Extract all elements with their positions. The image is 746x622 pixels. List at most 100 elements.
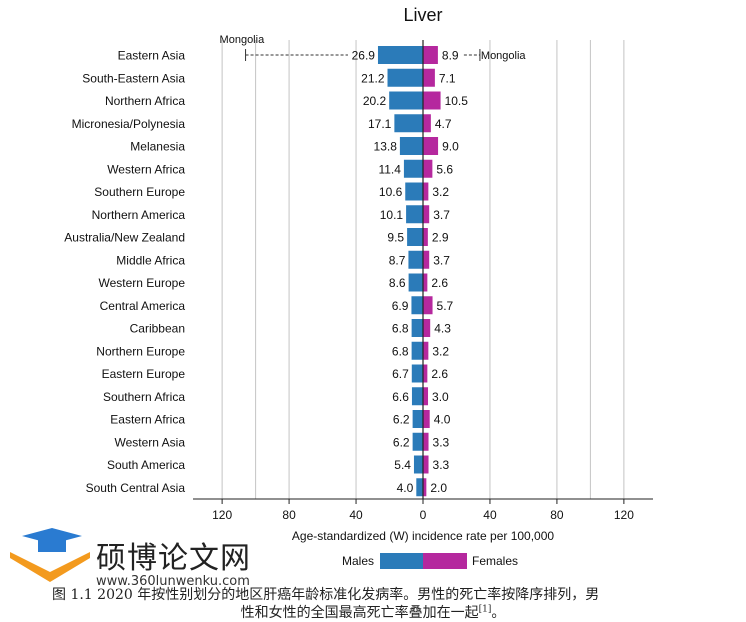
category-label: Southern Africa bbox=[103, 390, 185, 404]
bar-males bbox=[411, 387, 423, 406]
value-label-females: 5.6 bbox=[436, 162, 453, 176]
watermark-url: www.360lunwenku.com bbox=[96, 574, 250, 589]
value-label-females: 7.1 bbox=[439, 71, 456, 85]
value-label-females: 3.7 bbox=[433, 208, 450, 222]
category-label: Australia/New Zealand bbox=[64, 231, 185, 245]
bar-females bbox=[423, 478, 427, 497]
category-label: Northern America bbox=[92, 208, 186, 222]
value-label-males: 8.6 bbox=[389, 276, 406, 290]
value-label-males: 6.7 bbox=[392, 367, 409, 381]
bar-females bbox=[423, 319, 431, 337]
annotation-label-males: Mongolia bbox=[220, 34, 266, 46]
value-label-males: 6.6 bbox=[392, 390, 409, 404]
bar-females bbox=[423, 182, 429, 201]
bar-females bbox=[423, 296, 433, 315]
bar-females bbox=[423, 432, 429, 451]
bar-females bbox=[423, 114, 431, 133]
value-label-males: 6.2 bbox=[393, 435, 410, 449]
bar-males bbox=[377, 46, 423, 64]
legend-label-females: Females bbox=[472, 554, 518, 568]
value-label-males: 5.4 bbox=[394, 458, 411, 472]
watermark-site-name: 硕博论文网 bbox=[96, 541, 251, 576]
bar-males bbox=[411, 319, 423, 337]
category-label: Central America bbox=[100, 299, 186, 313]
value-label-males: 20.2 bbox=[363, 94, 387, 108]
site-logo-graphic bbox=[10, 528, 90, 582]
category-label: Western Asia bbox=[115, 435, 186, 449]
bar-females bbox=[423, 228, 428, 246]
bar-males bbox=[411, 364, 423, 383]
category-label: Caribbean bbox=[130, 322, 185, 336]
value-label-males: 26.9 bbox=[352, 49, 376, 63]
value-label-females: 3.3 bbox=[433, 435, 450, 449]
category-label: Melanesia bbox=[130, 140, 185, 154]
legend-swatch-males bbox=[380, 553, 423, 569]
bar-females bbox=[423, 205, 430, 224]
legend-swatch-females bbox=[423, 553, 467, 569]
figure-caption-line2: 性和女性的全国最高死亡率叠加在一起[1]。 bbox=[0, 602, 746, 622]
category-label: South Central Asia bbox=[86, 481, 186, 495]
value-label-females: 3.2 bbox=[432, 344, 449, 358]
bar-males bbox=[412, 432, 423, 451]
category-label: Northern Africa bbox=[105, 94, 185, 108]
liver-incidence-chart: Liver Eastern Asia South-Eastern Asia Nort… bbox=[64, 5, 653, 569]
value-label-females: 2.9 bbox=[432, 231, 449, 245]
value-label-females: 4.0 bbox=[434, 413, 451, 427]
bar-females bbox=[423, 46, 438, 64]
caption-reference: [1] bbox=[478, 604, 492, 615]
legend: Males Females bbox=[342, 553, 518, 569]
x-tick-label: 80 bbox=[550, 508, 564, 522]
bar-females bbox=[423, 387, 429, 406]
bar-males bbox=[387, 68, 423, 87]
bar-males bbox=[412, 410, 423, 428]
bar-males bbox=[411, 341, 423, 360]
x-tick-label: 40 bbox=[483, 508, 497, 522]
bar-males bbox=[389, 91, 423, 110]
value-label-females: 9.0 bbox=[442, 140, 459, 154]
bar-males bbox=[416, 478, 423, 497]
value-label-females: 2.6 bbox=[431, 367, 448, 381]
bar-males bbox=[407, 228, 423, 246]
value-label-females: 3.3 bbox=[433, 458, 450, 472]
value-label-males: 6.2 bbox=[393, 413, 410, 427]
x-tick-label: 120 bbox=[212, 508, 232, 522]
value-label-females: 8.9 bbox=[442, 49, 459, 63]
bar-females bbox=[423, 410, 430, 428]
book-icon bbox=[10, 552, 90, 582]
value-label-females: 10.5 bbox=[445, 94, 469, 108]
x-axis-label: Age-standardized (W) incidence rate per … bbox=[292, 529, 554, 543]
bar-females bbox=[423, 364, 428, 383]
bar-males bbox=[408, 273, 423, 292]
bar-females bbox=[423, 341, 429, 360]
category-labels: Eastern Asia South-Eastern Asia Northern A… bbox=[64, 49, 185, 495]
value-label-males: 6.8 bbox=[392, 344, 409, 358]
value-label-females: 4.3 bbox=[434, 322, 451, 336]
grid-lines bbox=[221, 40, 625, 499]
x-tick-label: 40 bbox=[349, 508, 363, 522]
caption-text: 性和女性的全国最高死亡率叠加在一起 bbox=[240, 605, 479, 621]
figure-caption-line1: 图 1.1 2020 年按性别划分的地区肝癌年龄标准化发病率。男性的死亡率按降序… bbox=[52, 587, 600, 603]
bar-females bbox=[423, 159, 433, 178]
category-label: Southern Europe bbox=[94, 185, 185, 199]
bar-males bbox=[405, 182, 423, 201]
x-tick-label: 80 bbox=[282, 508, 296, 522]
bar-females bbox=[423, 455, 429, 474]
bars bbox=[377, 40, 441, 499]
bar-females bbox=[423, 91, 441, 110]
caption-end: 。 bbox=[491, 605, 506, 621]
bar-males bbox=[408, 250, 423, 269]
category-label: South-Eastern Asia bbox=[82, 71, 185, 85]
mortarboard-icon bbox=[22, 528, 82, 544]
bar-females bbox=[423, 68, 435, 87]
value-label-males: 11.4 bbox=[378, 162, 401, 176]
value-label-females: 3.7 bbox=[433, 253, 450, 267]
category-label: Western Europe bbox=[99, 276, 186, 290]
bar-males bbox=[411, 296, 423, 315]
legend-label-males: Males bbox=[342, 554, 374, 568]
value-label-females: 3.0 bbox=[432, 390, 449, 404]
value-labels: 26.9 8.9 21.2 7.1 20.2 10.5 17.1 4.7 13.8 9.0 11.4… bbox=[352, 49, 469, 495]
chart-title: Liver bbox=[403, 5, 442, 25]
value-label-males: 10.1 bbox=[380, 208, 404, 222]
bar-females bbox=[423, 137, 439, 155]
category-label: Western Africa bbox=[107, 162, 185, 176]
